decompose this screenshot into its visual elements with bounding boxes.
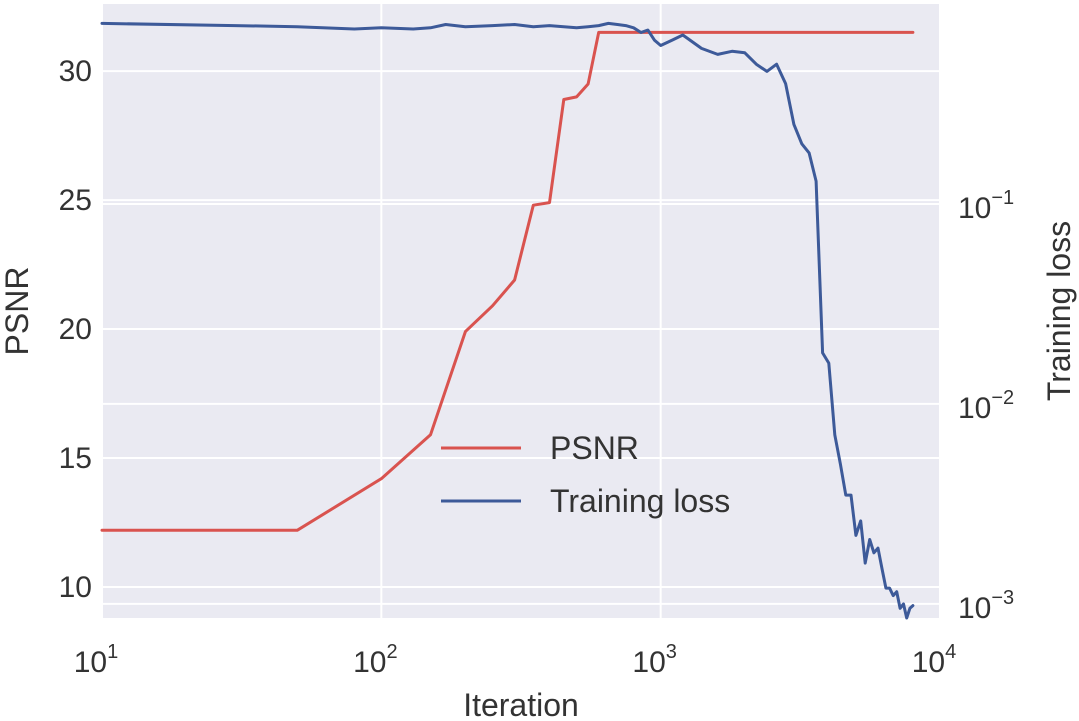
x-axis-title: Iteration	[463, 687, 579, 721]
x-tick-label: 101	[74, 641, 119, 679]
x-tick-label: 104	[912, 641, 957, 679]
legend-psnr-label: PSNR	[550, 430, 639, 466]
y2-axis-title: Training loss	[1041, 221, 1077, 401]
x-tick-label: 103	[632, 641, 677, 679]
series-lines	[100, 21, 915, 620]
y2-tick-label: 10−1	[958, 187, 1014, 225]
training-loss-line	[100, 21, 915, 620]
y-tick-label: 30	[59, 55, 92, 88]
plot-background	[102, 4, 940, 618]
y-tick-label: 25	[59, 184, 92, 217]
y-tick-label: 15	[59, 442, 92, 475]
legend: PSNR Training loss	[441, 430, 730, 519]
y2-tick-label: 10−2	[958, 387, 1014, 425]
x-tick-label: 102	[353, 641, 398, 679]
y-axis-title: PSNR	[0, 267, 35, 356]
tick-labels: 10 15 20 25 30 101 102 103 104 10−1 10−2 10−3	[59, 55, 1015, 679]
psnr-line	[100, 30, 915, 532]
legend-training-loss-label: Training loss	[550, 483, 730, 519]
grid-lines	[101, 4, 941, 618]
y-tick-label: 10	[59, 571, 92, 604]
y-tick-label: 20	[59, 313, 92, 346]
y2-tick-label: 10−3	[958, 587, 1014, 625]
